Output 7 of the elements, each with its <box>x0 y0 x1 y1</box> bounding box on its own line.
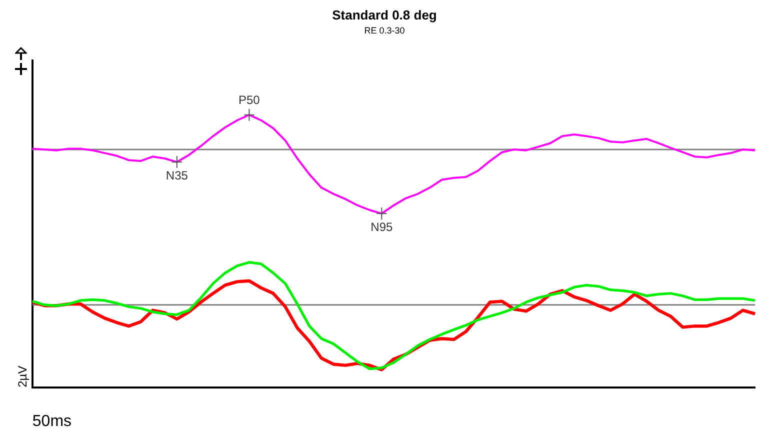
chart-subtitle: RE 0.3-30 <box>364 25 405 36</box>
annotation: P50 <box>238 93 260 108</box>
annotation: N35 <box>166 168 188 182</box>
chart-title: Standard 0.8 deg <box>332 7 437 22</box>
y-axis-title: 2µV <box>16 366 30 388</box>
annotation: N95 <box>370 220 393 234</box>
x-axis-title: 50ms <box>32 412 72 430</box>
